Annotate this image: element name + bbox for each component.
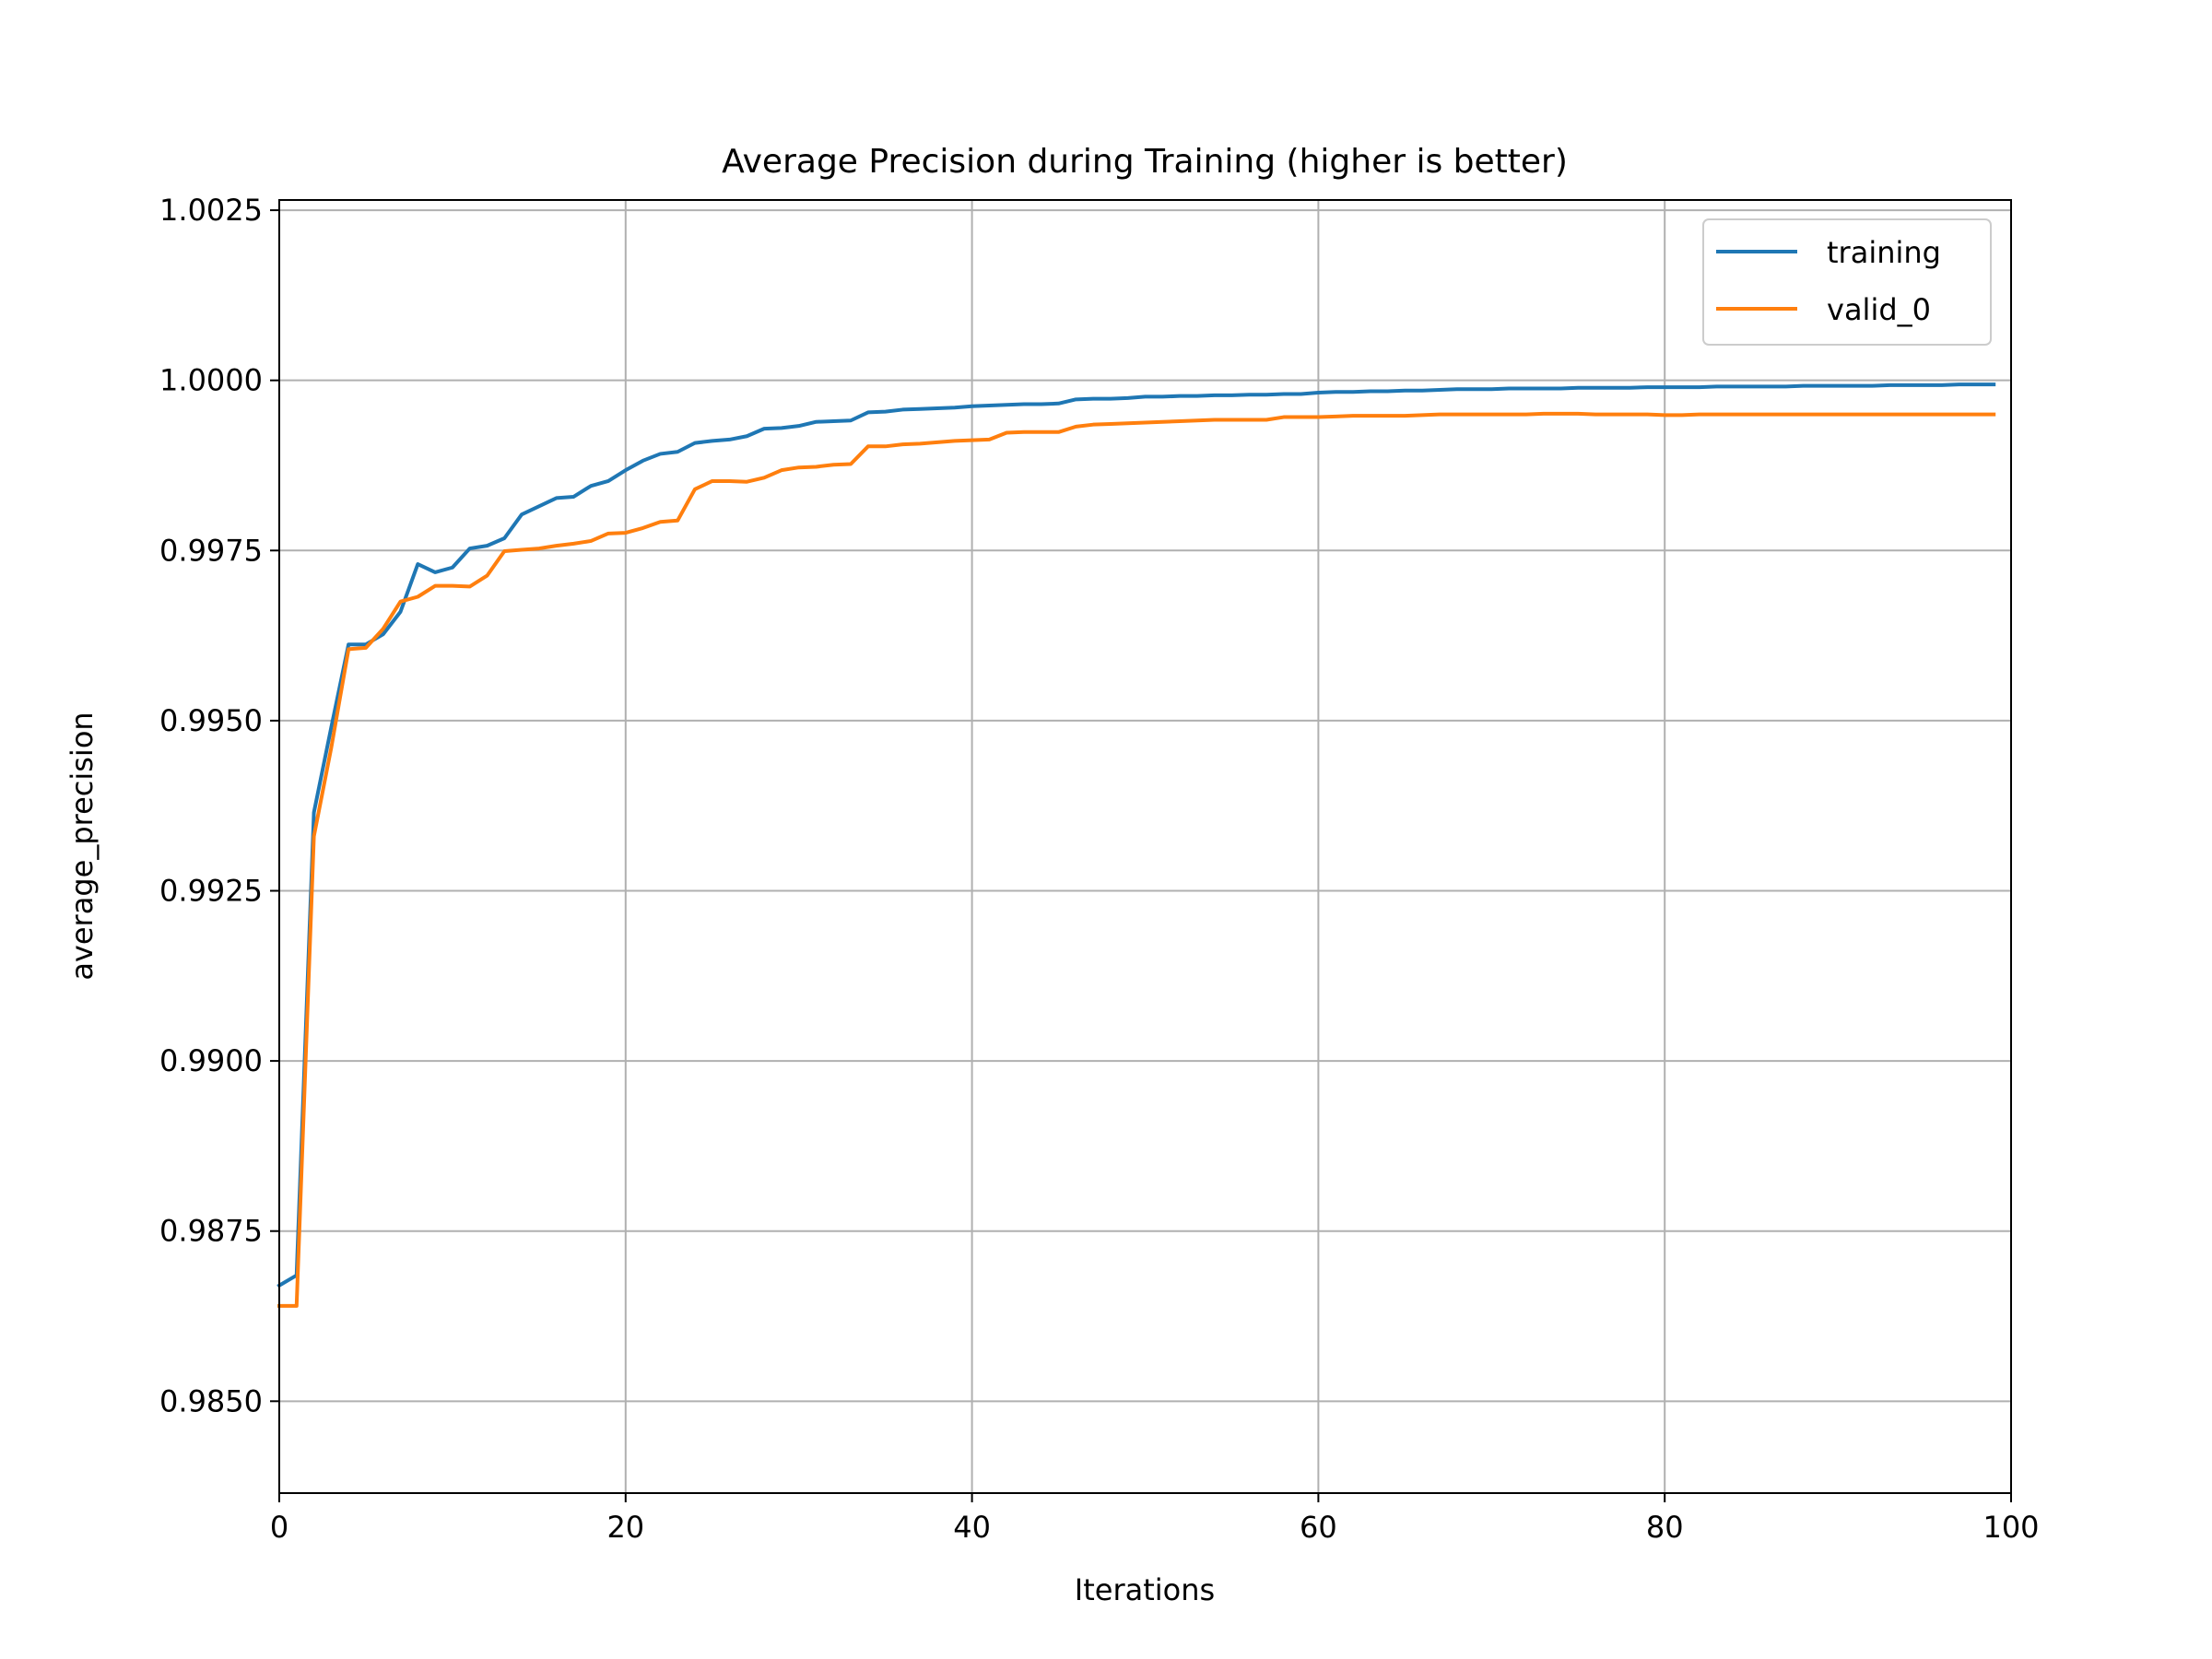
y-axis-label: average_precision <box>65 712 100 980</box>
legend: training valid_0 <box>1702 218 1992 346</box>
legend-label-valid-0: valid_0 <box>1827 292 1931 327</box>
y-tick-label: 0.9950 <box>159 703 263 738</box>
grid-lines <box>278 200 2012 1493</box>
plot-frame <box>278 199 2012 1494</box>
x-tick-label: 60 <box>1300 1510 1337 1545</box>
y-tick-label: 1.0025 <box>159 193 263 228</box>
x-tick-label: 40 <box>953 1510 991 1545</box>
series-line-valid-0 <box>277 411 1996 1308</box>
x-tick-label: 100 <box>1983 1510 2039 1545</box>
y-tick-label: 0.9875 <box>159 1214 263 1249</box>
y-tick-label: 0.9925 <box>159 873 263 908</box>
y-tick-label: 0.9900 <box>159 1043 263 1078</box>
x-tick-label: 80 <box>1646 1510 1684 1545</box>
y-tick-label: 0.9975 <box>159 533 263 568</box>
series-lines <box>276 382 1996 1308</box>
x-tick-label: 20 <box>606 1510 644 1545</box>
x-tick-label: 0 <box>270 1510 288 1545</box>
x-axis-label: Iterations <box>1075 1572 1215 1607</box>
series-line-training <box>276 382 1996 1288</box>
chart-title: Average Precision during Training (highe… <box>722 143 1568 181</box>
y-tick-label: 0.9850 <box>159 1383 263 1418</box>
y-tick-label: 1.0000 <box>159 363 263 398</box>
legend-label-training: training <box>1827 235 1941 270</box>
axis-ticks: 0 20 40 60 80 100 0.9850 0.9875 0.9900 0.9925 0.99… <box>159 193 2040 1545</box>
